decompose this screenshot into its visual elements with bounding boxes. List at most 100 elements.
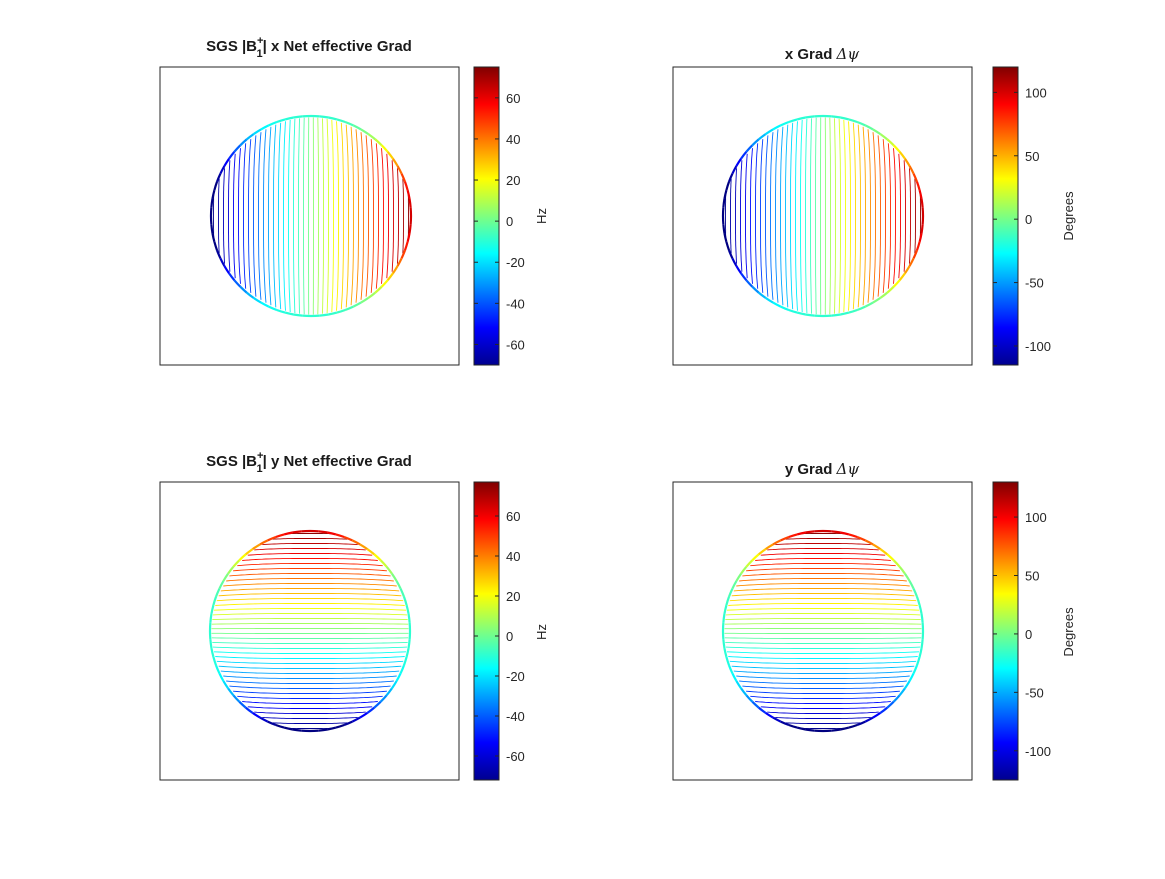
boundary-contour: [215, 249, 222, 259]
boundary-contour: [210, 648, 215, 658]
boundary-contour: [908, 165, 915, 175]
panel-x-net-grad: SGS |B+ 1| x Net effective Grad -60 -40 -20…: [159, 35, 549, 366]
contour-line: [767, 548, 879, 551]
boundary-contour: [227, 565, 235, 575]
boundary-contour: [872, 711, 882, 719]
boundary-contour: [840, 726, 850, 731]
boundary-contour: [292, 530, 302, 534]
colorbar-tick-label: 20: [506, 589, 520, 604]
boundary-contour: [740, 150, 748, 160]
boundary-contour: [366, 548, 376, 556]
boundary-contour: [780, 120, 790, 127]
boundary-contour: [284, 311, 294, 316]
contour-plot-area: [721, 529, 925, 733]
boundary-contour: [918, 648, 923, 658]
boundary-contour: [796, 311, 806, 316]
colorbar-tick-label: -20: [506, 669, 525, 684]
contour-line: [760, 553, 886, 556]
colorbar-tick-label: 0: [506, 629, 513, 644]
boundary-contour: [772, 716, 782, 723]
colorbar: [473, 481, 500, 781]
colorbar-tick-label: 100: [1025, 85, 1047, 100]
contour-line: [790, 122, 794, 310]
contour-line: [212, 641, 408, 644]
contour-line: [360, 132, 364, 300]
boundary-contour: [399, 664, 406, 674]
boundary-contour: [405, 604, 410, 614]
contour-line: [728, 656, 918, 659]
contour-line: [381, 148, 384, 284]
contour-line: [212, 613, 408, 616]
boundary-contour: [831, 313, 841, 317]
boundary-contour: [351, 716, 361, 723]
contour-line: [233, 568, 387, 572]
contour-line: [731, 593, 915, 597]
boundary-contour: [396, 165, 403, 175]
contour-line: [745, 153, 748, 279]
boundary-contour: [886, 138, 895, 147]
colorbar: [992, 66, 1019, 366]
boundary-contour: [395, 580, 402, 590]
boundary-contour: [403, 181, 409, 191]
contour-line: [729, 598, 917, 602]
boundary-contour: [318, 530, 328, 534]
contour-line: [735, 168, 738, 264]
contour-line: [815, 117, 817, 315]
contour-line: [852, 122, 856, 310]
boundary-contour: [267, 720, 277, 727]
boundary-contour: [373, 553, 382, 562]
boundary-contour: [276, 118, 286, 124]
boundary-contour: [722, 224, 726, 234]
boundary-contour: [396, 257, 403, 267]
boundary-contour: [259, 539, 269, 546]
boundary-contour: [723, 648, 728, 658]
contour-line: [730, 178, 732, 254]
boundary-contour: [351, 539, 361, 546]
boundary-contour: [238, 700, 247, 709]
boundary-contour: [764, 128, 774, 136]
axes-box: [672, 481, 973, 781]
boundary-contour: [879, 291, 889, 299]
contour-line: [262, 716, 358, 719]
colorbar-tick-label: -40: [506, 296, 525, 311]
axes-box: [672, 66, 973, 366]
boundary-contour: [408, 198, 412, 208]
contour-line: [216, 660, 404, 664]
boundary-contour: [402, 656, 408, 666]
boundary-contour: [731, 580, 738, 590]
contour-line: [746, 568, 900, 572]
boundary-contour: [222, 572, 230, 582]
colorbar-tick-label: 40: [506, 132, 520, 147]
boundary-contour: [780, 535, 790, 542]
contour-line: [396, 168, 399, 264]
boundary-contour: [840, 531, 850, 536]
boundary-contour: [722, 639, 726, 649]
contour-line: [785, 124, 789, 308]
contour-line: [746, 690, 900, 694]
panel-title: SGS |B+ 1| x Net effective Grad: [206, 35, 412, 60]
contour-line: [833, 118, 836, 314]
contour-line: [213, 608, 407, 611]
boundary-contour: [379, 559, 388, 568]
contour-line: [742, 685, 904, 689]
contour-line: [233, 690, 387, 694]
boundary-contour: [259, 716, 269, 723]
contour-line: [800, 119, 803, 313]
contour-line: [726, 651, 920, 654]
contour-line: [248, 139, 252, 293]
colorbar-ticks: -100 -50 0 50 100: [993, 85, 1051, 354]
colorbar-tick-label: -20: [506, 255, 525, 270]
contour-line: [242, 701, 378, 704]
contour-line: [283, 121, 286, 311]
contour-line: [350, 126, 354, 306]
contour-line: [247, 553, 373, 556]
colorbar-label: Degrees: [1061, 607, 1076, 657]
boundary-contour: [328, 116, 338, 121]
boundary-contour: [215, 173, 222, 183]
panel-y-grad-delta-psi: y Grad Δψ -100 -50 0 50 100 Degrees: [672, 460, 1076, 781]
contour-line: [243, 143, 247, 289]
contour-line: [365, 135, 369, 297]
boundary-contour: [751, 553, 760, 562]
contour-plot-area: [209, 114, 413, 318]
